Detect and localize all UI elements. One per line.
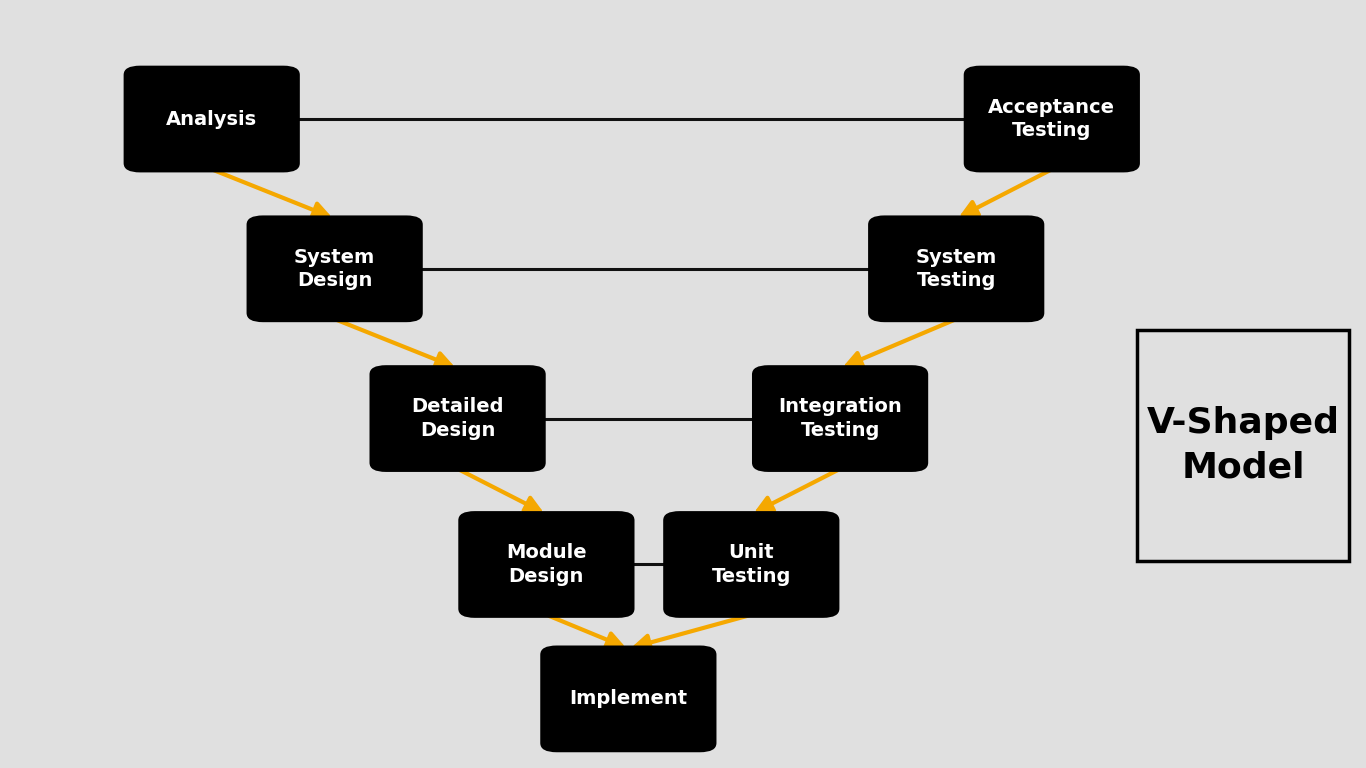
Text: System
Testing: System Testing bbox=[915, 247, 997, 290]
Text: Implement: Implement bbox=[570, 690, 687, 708]
FancyBboxPatch shape bbox=[751, 366, 929, 472]
Text: Detailed
Design: Detailed Design bbox=[411, 397, 504, 440]
Text: Acceptance
Testing: Acceptance Testing bbox=[989, 98, 1115, 141]
FancyBboxPatch shape bbox=[246, 215, 423, 323]
FancyBboxPatch shape bbox=[369, 366, 546, 472]
FancyBboxPatch shape bbox=[541, 645, 716, 753]
Text: Integration
Testing: Integration Testing bbox=[779, 397, 902, 440]
FancyBboxPatch shape bbox=[869, 215, 1045, 323]
Text: System
Design: System Design bbox=[294, 247, 376, 290]
Text: Module
Design: Module Design bbox=[505, 543, 587, 586]
FancyBboxPatch shape bbox=[459, 511, 635, 617]
FancyBboxPatch shape bbox=[964, 66, 1141, 173]
Text: V-Shaped
Model: V-Shaped Model bbox=[1146, 406, 1340, 485]
FancyBboxPatch shape bbox=[1137, 330, 1350, 561]
Text: Unit
Testing: Unit Testing bbox=[712, 543, 791, 586]
FancyBboxPatch shape bbox=[124, 66, 301, 173]
Text: Analysis: Analysis bbox=[167, 110, 257, 128]
FancyBboxPatch shape bbox=[664, 511, 839, 617]
